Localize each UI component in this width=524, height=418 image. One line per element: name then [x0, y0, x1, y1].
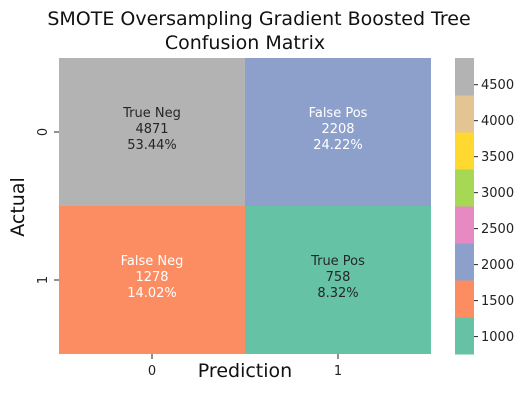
- cell-annotation-0-1: False Pos 2208 24.22%: [309, 106, 368, 153]
- colorbar-tick-label: 4500: [481, 78, 514, 93]
- chart-title-line-2: Confusion Matrix: [165, 32, 325, 54]
- y-tick-label: 0: [36, 128, 51, 136]
- colorbar-tick-label: 2500: [481, 222, 514, 237]
- colorbar-segment: [455, 95, 474, 133]
- colorbar-tick-label: 1000: [481, 330, 514, 345]
- x-axis-label: Prediction: [198, 360, 292, 382]
- colorbar-segment: [455, 169, 474, 207]
- x-tick-label: 1: [334, 364, 342, 379]
- heatmap-cell-0-0: [59, 58, 245, 206]
- axis-ticks: 0 1 0 1: [36, 128, 342, 379]
- colorbar-tick-label: 1500: [481, 294, 514, 309]
- y-axis-label: Actual: [7, 177, 29, 237]
- colorbar-tick-label: 3000: [481, 186, 514, 201]
- colorbar: 1000 1500 2000 2500 3000 3500 4000 4500: [455, 58, 514, 355]
- colorbar-segment: [455, 280, 474, 318]
- heatmap-cells: True Neg 4871 53.44% False Pos 2208 24.22% Fal…: [59, 58, 431, 354]
- heatmap-cell-1-0: [59, 206, 245, 354]
- x-tick-label: 0: [148, 364, 156, 379]
- cell-annotation-0-0: True Neg 4871 53.44%: [122, 106, 181, 153]
- heatmap-cell-1-1: [245, 206, 431, 354]
- colorbar-segment: [455, 132, 474, 170]
- colorbar-segment: [455, 243, 474, 281]
- colorbar-tick-label: 2000: [481, 258, 514, 273]
- colorbar-segment: [455, 317, 474, 355]
- y-tick-label: 1: [36, 276, 51, 284]
- cell-annotation-1-0: False Neg 1278 14.02%: [121, 254, 184, 301]
- colorbar-tick-label: 3500: [481, 150, 514, 165]
- cell-annotation-1-1: True Pos 758 8.32%: [310, 254, 365, 301]
- colorbar-segment: [455, 58, 474, 96]
- chart-title-line-1: SMOTE Oversampling Gradient Boosted Tree: [47, 8, 470, 30]
- heatmap-cell-0-1: [245, 58, 431, 206]
- colorbar-segment: [455, 206, 474, 244]
- colorbar-tick-label: 4000: [481, 114, 514, 129]
